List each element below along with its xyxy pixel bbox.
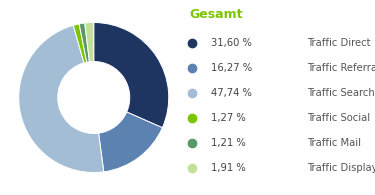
Text: Gesamt: Gesamt	[190, 8, 243, 21]
Text: 1,91 %: 1,91 %	[211, 163, 246, 173]
Text: Traffic Referra: Traffic Referra	[307, 63, 375, 73]
Text: Traffic Mail: Traffic Mail	[307, 138, 361, 148]
Wedge shape	[85, 22, 94, 62]
Text: Traffic Direct: Traffic Direct	[307, 38, 370, 48]
Wedge shape	[94, 22, 169, 128]
Text: 31,60 %: 31,60 %	[211, 38, 252, 48]
Text: Traffic Display: Traffic Display	[307, 163, 375, 173]
Wedge shape	[99, 112, 162, 172]
Text: 1,27 %: 1,27 %	[211, 113, 246, 123]
Text: 47,74 %: 47,74 %	[211, 88, 252, 98]
Wedge shape	[19, 25, 104, 173]
Text: Traffic Social: Traffic Social	[307, 113, 370, 123]
Wedge shape	[79, 23, 90, 62]
Text: 16,27 %: 16,27 %	[211, 63, 252, 73]
Wedge shape	[74, 24, 87, 63]
Text: 1,21 %: 1,21 %	[211, 138, 246, 148]
Text: Traffic Search: Traffic Search	[307, 88, 375, 98]
